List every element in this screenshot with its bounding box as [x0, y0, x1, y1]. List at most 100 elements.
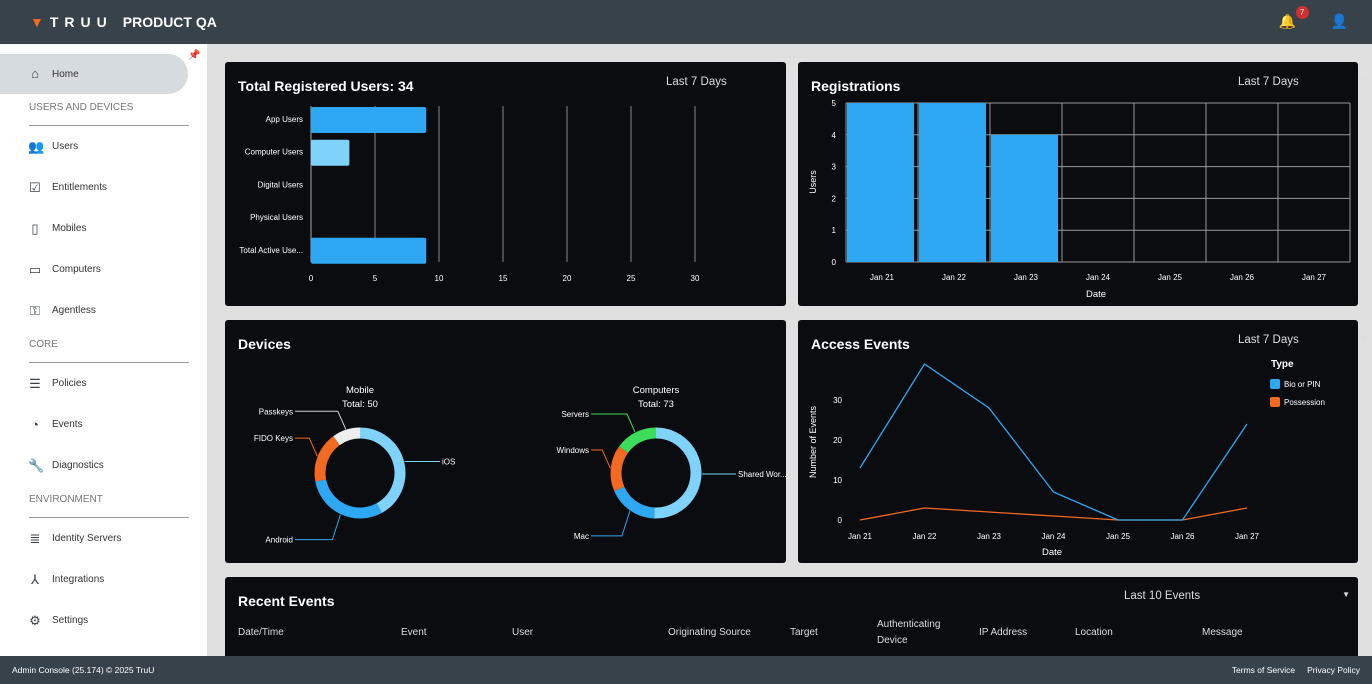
tenant-title: PRODUCT QA [122, 14, 217, 30]
nav-icon: ☑ [29, 179, 41, 195]
card-title: Registrations [811, 78, 901, 94]
sidebar-item-identity-servers[interactable]: ≣ Identity Servers [0, 518, 207, 559]
card-title: Access Events [811, 336, 910, 352]
tick-label: 20 [563, 274, 572, 283]
donut-slice [315, 479, 382, 519]
column-header[interactable]: Event [401, 627, 427, 638]
sidebar: 📌 ⌂ Home USERS AND DEVICES 👥 Users ☑ Entitlem… [0, 44, 207, 656]
tick-label: 25 [627, 274, 636, 283]
tick-label: 4 [832, 131, 837, 140]
users-bar-chart: 0 5 10 15 20 25 30 App Users Computer Users Digit… [239, 106, 700, 283]
tick-label: Jan 21 [848, 532, 873, 541]
tick-label: Jan 25 [1106, 532, 1131, 541]
column-header[interactable]: Location [1075, 627, 1113, 638]
column-header[interactable]: User [512, 627, 534, 638]
slice-label: Android [265, 536, 293, 545]
devices-card: Devices Mobile Total: 50 iOS Android FIDO Ke… [225, 320, 786, 563]
tick-label: 0 [838, 516, 843, 525]
range-select[interactable]: Last 7 Days ▼ [666, 76, 797, 88]
tick-label: 10 [435, 274, 444, 283]
sidebar-item-entitlements[interactable]: ☑ Entitlements [0, 167, 207, 208]
range-value: Last 7 Days [1238, 334, 1299, 346]
nav-icon: ☰ [29, 375, 41, 391]
registrations-card: Registrations Last 7 Days ▼ 0 1 2 3 4 5 Jan 21 J… [798, 62, 1369, 306]
tick-label: Jan 26 [1170, 532, 1195, 541]
column-header[interactable]: Message [1202, 627, 1243, 638]
label: Agentless [52, 305, 96, 316]
series-line [859, 363, 1248, 521]
tick-label: 3 [832, 163, 837, 172]
tick-label: 1 [832, 226, 837, 235]
terms-link[interactable]: Terms of Service [1231, 665, 1296, 675]
leader-line [591, 413, 636, 433]
x-axis-label: Date [1086, 289, 1106, 300]
sidebar-item-agentless[interactable]: ⚿ Agentless [0, 290, 207, 331]
version-text: Admin Console (25.174) © 2025 TruU [12, 665, 155, 675]
sidebar-item-mobiles[interactable]: ▯ Mobiles [0, 208, 207, 249]
sidebar-item-home[interactable]: ⌂ Home [0, 54, 188, 94]
label: Events [52, 419, 83, 430]
section-header: USERS AND DEVICES [29, 94, 189, 126]
card-title: Recent Events [238, 593, 335, 609]
tick-label: Jan 25 [1158, 273, 1183, 282]
nav-icon: ⚿ [30, 302, 40, 318]
total-users-card: Total Registered Users: 34 Last 7 Days ▼ … [225, 62, 797, 306]
leader-line [591, 449, 611, 469]
column-header[interactable]: Target [790, 627, 818, 638]
sidebar-item-diagnostics[interactable]: 🔧 Diagnostics [0, 445, 207, 486]
range-select[interactable]: Last 7 Days ▼ [1238, 76, 1369, 88]
nav-icon: 🔧 [28, 457, 45, 473]
nav-icon: ▭ [28, 261, 42, 277]
privacy-link[interactable]: Privacy Policy [1307, 665, 1360, 675]
chevron-down-icon: ▼ [1360, 76, 1369, 85]
tick-label: 30 [691, 274, 700, 283]
sidebar-item-events[interactable]: ◔ Events [0, 404, 207, 445]
nav-icon: ▯ [31, 220, 39, 236]
donut-slice [333, 427, 361, 446]
tick-label: 2 [832, 194, 837, 203]
category-label: App Users [266, 115, 303, 124]
chevron-down-icon: ▼ [1342, 590, 1351, 599]
notifications-button[interactable]: 🔔 7 [1278, 6, 1309, 30]
truu-logo[interactable]: ▼ TRUU [30, 14, 113, 30]
tick-label: 0 [832, 258, 837, 267]
slice-label: FIDO Keys [254, 434, 293, 443]
category-label: Total Active Use... [239, 246, 303, 255]
chevron-down-icon: ▼ [1360, 334, 1369, 343]
label: Home [52, 68, 79, 80]
bar [311, 139, 350, 166]
leader-line [295, 437, 318, 457]
tick-label: Jan 24 [1086, 273, 1111, 282]
slice-label: Shared Wor... [738, 470, 786, 479]
bell-icon: 🔔 [1278, 13, 1295, 29]
x-axis-label: Date [1042, 547, 1062, 558]
label: Settings [52, 615, 89, 626]
column-header[interactable]: Date/Time [238, 627, 284, 638]
pin-icon[interactable]: 📌 [188, 50, 201, 61]
nav-icon: ◔ [31, 416, 39, 432]
range-select[interactable]: Last 7 Days ▼ [1238, 334, 1369, 346]
donut-total: Total: 50 [342, 399, 378, 410]
donut-slice [619, 427, 657, 454]
category-label: Digital Users [258, 180, 303, 189]
tick-label: 5 [373, 274, 378, 283]
brand-text: TRUU [49, 14, 113, 30]
tick-label: 0 [309, 274, 314, 283]
column-header[interactable]: Originating Source [668, 627, 751, 638]
footer: Admin Console (25.174) © 2025 TruU Terms… [0, 656, 1372, 684]
sidebar-item-computers[interactable]: ▭ Computers [0, 249, 207, 290]
category-label: Computer Users [245, 148, 303, 157]
sidebar-item-users[interactable]: 👥 Users [0, 126, 207, 167]
nav-icon: ≣ [29, 530, 41, 546]
legend-title: Type [1271, 359, 1294, 370]
sidebar-item-policies[interactable]: ☰ Policies [0, 363, 207, 404]
section-header: ENVIRONMENT [29, 486, 189, 518]
range-select[interactable]: Last 10 Events ▼ [1124, 590, 1350, 602]
user-account-icon[interactable]: 👤 [1330, 12, 1348, 29]
column-header[interactable]: Authenticating Device [877, 619, 941, 646]
column-header[interactable]: IP Address [979, 627, 1028, 638]
donut-slice [314, 436, 340, 482]
range-value: Last 10 Events [1124, 590, 1201, 602]
sidebar-item-settings[interactable]: ⚙ Settings [0, 600, 207, 641]
sidebar-item-integrations[interactable]: ⅄ Integrations [0, 559, 207, 600]
